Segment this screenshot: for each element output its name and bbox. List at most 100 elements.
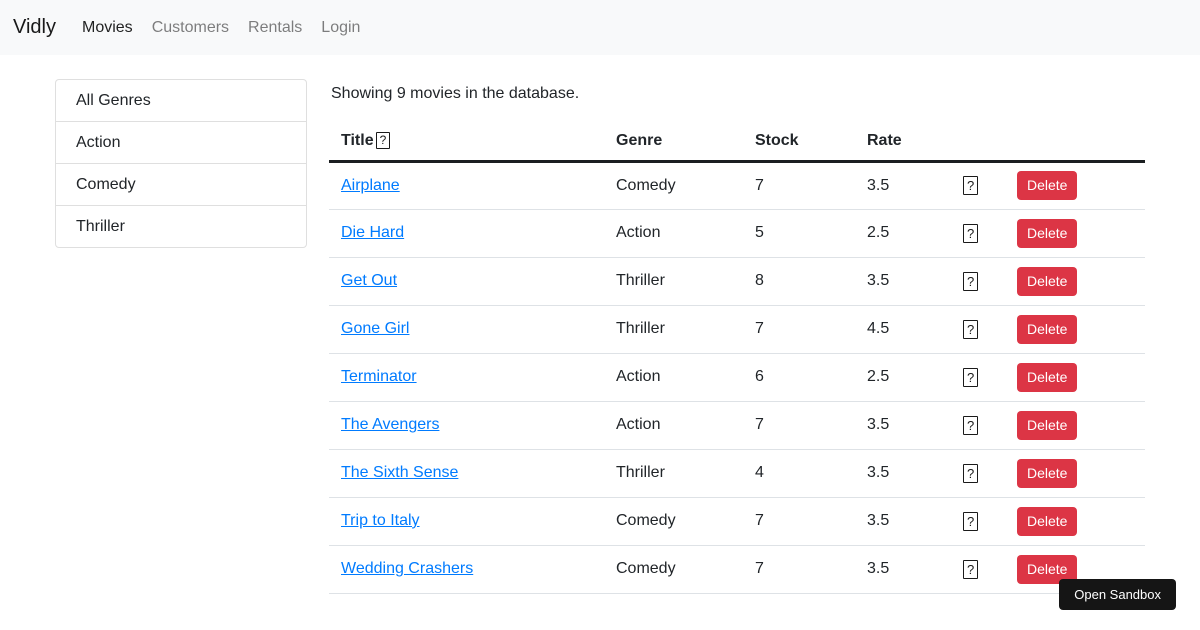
sidebar-item-thriller[interactable]: Thriller	[55, 205, 307, 248]
cell-rate: 3.5	[855, 544, 951, 594]
cell-title: The Avengers	[329, 400, 604, 449]
like-icon[interactable]: ?	[963, 223, 979, 243]
cell-actions: Delete	[1005, 352, 1145, 401]
cell-stock: 7	[743, 160, 855, 209]
cell-title: Terminator	[329, 352, 604, 401]
like-icon[interactable]: ?	[963, 415, 979, 435]
like-icon[interactable]: ?	[963, 271, 979, 291]
delete-button[interactable]: Delete	[1017, 218, 1078, 248]
column-header-genre[interactable]: Genre	[604, 123, 743, 163]
cell-title: The Sixth Sense	[329, 448, 604, 497]
movie-title-link[interactable]: Get Out	[341, 272, 398, 289]
like-icon[interactable]: ?	[963, 176, 979, 195]
movies-table: Title? Genre Stock Rate Airplane Comedy …	[329, 123, 1145, 594]
cell-stock: 7	[743, 400, 855, 449]
cell-genre: Action	[604, 352, 743, 401]
cell-title: Wedding Crashers	[329, 544, 604, 594]
cell-stock: 5	[743, 208, 855, 257]
brand-vidly[interactable]: Vidly	[13, 16, 56, 38]
cell-stock: 6	[743, 352, 855, 401]
cell-genre: Comedy	[604, 496, 743, 545]
movie-title-link[interactable]: Trip to Italy	[341, 512, 420, 529]
page-content: All Genres Action Comedy Thriller Showin…	[0, 55, 1200, 594]
cell-like: ?	[951, 400, 1005, 449]
open-sandbox-button[interactable]: Open Sandbox	[1059, 579, 1176, 610]
cell-genre: Action	[604, 208, 743, 257]
cell-genre: Comedy	[604, 160, 743, 209]
cell-like: ?	[951, 208, 1005, 257]
column-header-like	[951, 123, 1005, 163]
cell-rate: 4.5	[855, 304, 951, 353]
table-row: Terminator Action 6 2.5 ? Delete	[329, 352, 1145, 401]
cell-genre: Action	[604, 400, 743, 449]
cell-rate: 2.5	[855, 352, 951, 401]
cell-like: ?	[951, 256, 1005, 305]
like-icon[interactable]: ?	[963, 367, 979, 387]
movie-title-link[interactable]: Gone Girl	[341, 320, 410, 337]
cell-like: ?	[951, 352, 1005, 401]
cell-title: Airplane	[329, 160, 604, 209]
movies-table-body: Airplane Comedy 7 3.5 ? Delete Die Hard …	[329, 160, 1145, 594]
nav-item-movies[interactable]: Movies	[82, 18, 133, 36]
cell-actions: Delete	[1005, 160, 1145, 209]
cell-rate: 3.5	[855, 448, 951, 497]
movies-count-summary: Showing 9 movies in the database.	[331, 85, 580, 102]
table-row: Gone Girl Thriller 7 4.5 ? Delete	[329, 304, 1145, 353]
delete-button[interactable]: Delete	[1017, 410, 1078, 440]
movie-title-link[interactable]: The Sixth Sense	[341, 464, 459, 481]
cell-stock: 7	[743, 304, 855, 353]
cell-stock: 7	[743, 496, 855, 545]
cell-genre: Comedy	[604, 544, 743, 594]
cell-actions: Delete	[1005, 448, 1145, 497]
sidebar-item-comedy[interactable]: Comedy	[55, 163, 307, 206]
delete-button[interactable]: Delete	[1017, 554, 1078, 584]
column-header-rate[interactable]: Rate	[855, 123, 951, 163]
nav-item-rentals[interactable]: Rentals	[248, 18, 303, 36]
cell-genre: Thriller	[604, 304, 743, 353]
movie-title-link[interactable]: Wedding Crashers	[341, 560, 474, 577]
movie-title-link[interactable]: Terminator	[341, 368, 417, 385]
cell-stock: 8	[743, 256, 855, 305]
sidebar-item-all-genres[interactable]: All Genres	[55, 79, 307, 122]
column-header-title[interactable]: Title?	[329, 123, 604, 163]
title-header-label: Title	[341, 132, 374, 150]
cell-like: ?	[951, 448, 1005, 497]
cell-actions: Delete	[1005, 400, 1145, 449]
cell-like: ?	[951, 544, 1005, 594]
table-row: The Sixth Sense Thriller 4 3.5 ? Delete	[329, 448, 1145, 497]
nav-item-customers[interactable]: Customers	[151, 18, 230, 36]
table-row: The Avengers Action 7 3.5 ? Delete	[329, 400, 1145, 449]
like-icon[interactable]: ?	[963, 511, 979, 531]
like-icon[interactable]: ?	[963, 463, 979, 483]
cell-genre: Thriller	[604, 448, 743, 497]
cell-like: ?	[951, 304, 1005, 353]
like-icon[interactable]: ?	[963, 559, 979, 579]
delete-button[interactable]: Delete	[1017, 314, 1078, 344]
delete-button[interactable]: Delete	[1017, 362, 1078, 392]
delete-button[interactable]: Delete	[1017, 458, 1078, 488]
table-row: Airplane Comedy 7 3.5 ? Delete	[329, 160, 1145, 209]
cell-like: ?	[951, 496, 1005, 545]
movie-title-link[interactable]: Airplane	[341, 176, 400, 194]
cell-title: Trip to Italy	[329, 496, 604, 545]
cell-rate: 3.5	[855, 496, 951, 545]
like-icon[interactable]: ?	[963, 319, 979, 339]
movies-main: Showing 9 movies in the database. Title?…	[329, 79, 1145, 594]
column-header-actions	[1005, 123, 1145, 163]
sidebar-item-action[interactable]: Action	[55, 121, 307, 164]
delete-button[interactable]: Delete	[1017, 266, 1078, 296]
cell-rate: 3.5	[855, 160, 951, 209]
navbar: Vidly Movies Customers Rentals Login	[0, 0, 1200, 55]
delete-button[interactable]: Delete	[1017, 171, 1078, 200]
cell-title: Get Out	[329, 256, 604, 305]
movie-title-link[interactable]: Die Hard	[341, 224, 405, 241]
column-header-stock[interactable]: Stock	[743, 123, 855, 163]
nav-item-login[interactable]: Login	[321, 18, 361, 36]
cell-actions: Delete	[1005, 208, 1145, 257]
delete-button[interactable]: Delete	[1017, 506, 1078, 536]
movie-title-link[interactable]: The Avengers	[341, 416, 440, 433]
cell-like: ?	[951, 160, 1005, 209]
cell-rate: 3.5	[855, 256, 951, 305]
cell-actions: Delete	[1005, 304, 1145, 353]
cell-rate: 3.5	[855, 400, 951, 449]
